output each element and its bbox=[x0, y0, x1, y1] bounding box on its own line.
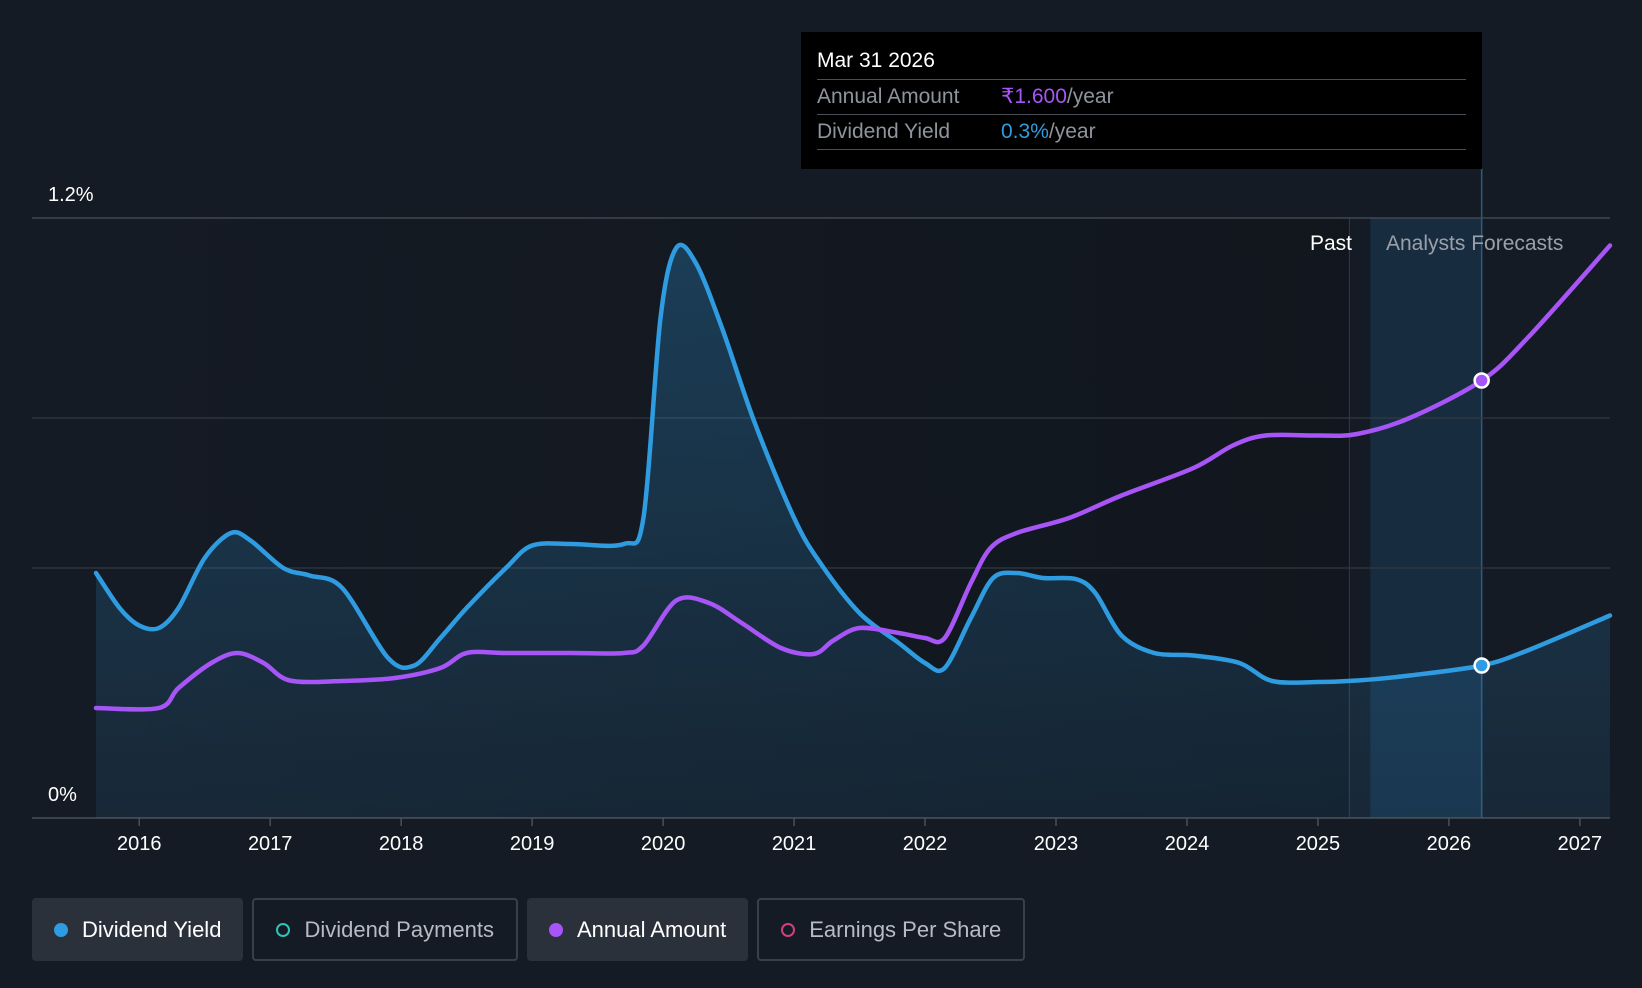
tooltip-annual-amount-label: Annual Amount bbox=[817, 85, 960, 108]
legend-dividend-yield-label: Dividend Yield bbox=[82, 916, 222, 942]
legend-dividend-yield[interactable]: Dividend Yield bbox=[32, 898, 244, 961]
tooltip-annual-amount-suffix: /year bbox=[1066, 85, 1114, 108]
tooltip-dividend-yield-value: 0.3% bbox=[1001, 120, 1049, 143]
legend-annual-amount-dot-icon bbox=[548, 922, 563, 937]
tooltip-row-annual-amount: Annual Amount ₹1.600 /year bbox=[817, 79, 1466, 114]
legend-annual-amount-label: Annual Amount bbox=[576, 916, 727, 942]
y-tick-label-top: 1.2% bbox=[48, 184, 94, 206]
x-tick-label: 2022 bbox=[903, 833, 948, 855]
annual-amount-line bbox=[93, 243, 1613, 712]
legend-dividend-payments-label: Dividend Payments bbox=[304, 916, 494, 942]
past-label: Past bbox=[1310, 232, 1352, 255]
x-tick-label: 2025 bbox=[1296, 833, 1341, 855]
x-tick-label: 2019 bbox=[510, 833, 555, 855]
y-tick-label-bottom: 0% bbox=[48, 784, 77, 806]
x-tick-label: 2027 bbox=[1558, 833, 1603, 855]
chart-tooltip: Mar 31 2026 Annual Amount ₹1.600 /year D… bbox=[801, 32, 1482, 169]
dividend-yield-area bbox=[96, 244, 1610, 818]
tooltip-date: Mar 31 2026 bbox=[817, 49, 935, 72]
legend-dividend-yield-dot-icon bbox=[54, 922, 68, 937]
legend-earnings-per-share[interactable]: Earnings Per Share bbox=[757, 898, 1026, 961]
x-tick-label: 2018 bbox=[379, 833, 424, 855]
legend-earnings-per-share-label: Earnings Per Share bbox=[809, 916, 1002, 942]
legend-annual-amount[interactable]: Annual Amount bbox=[526, 898, 749, 961]
tooltip-dividend-yield-suffix: /year bbox=[1048, 120, 1096, 143]
x-tick-label: 2023 bbox=[1034, 833, 1079, 855]
legend-dividend-payments[interactable]: Dividend Payments bbox=[252, 898, 518, 961]
tooltip-annual-amount-value: ₹1.600 bbox=[1001, 85, 1067, 108]
tooltip-dividend-yield-label: Dividend Yield bbox=[817, 120, 951, 143]
x-tick-label: 2024 bbox=[1165, 833, 1210, 855]
x-tick-label: 2021 bbox=[772, 833, 817, 855]
legend-earnings-per-share-ring-icon bbox=[781, 922, 796, 937]
forecast-label: Analysts Forecasts bbox=[1386, 232, 1563, 255]
x-tick-label: 2017 bbox=[248, 833, 293, 855]
x-tick-label: 2016 bbox=[117, 833, 162, 855]
dividend-yield-line bbox=[93, 242, 1613, 685]
x-tick-label: 2020 bbox=[641, 833, 686, 855]
legend-dividend-payments-ring-icon bbox=[276, 922, 291, 937]
chart-legend: Dividend Yield Dividend Payments Annual … bbox=[32, 898, 1026, 961]
dividend-yield-highlight-point bbox=[1473, 657, 1490, 674]
annual-amount-highlight-point bbox=[1473, 372, 1490, 389]
x-tick-label: 2026 bbox=[1427, 833, 1472, 855]
tooltip-row-dividend-yield: Dividend Yield 0.3% /year bbox=[817, 114, 1466, 150]
